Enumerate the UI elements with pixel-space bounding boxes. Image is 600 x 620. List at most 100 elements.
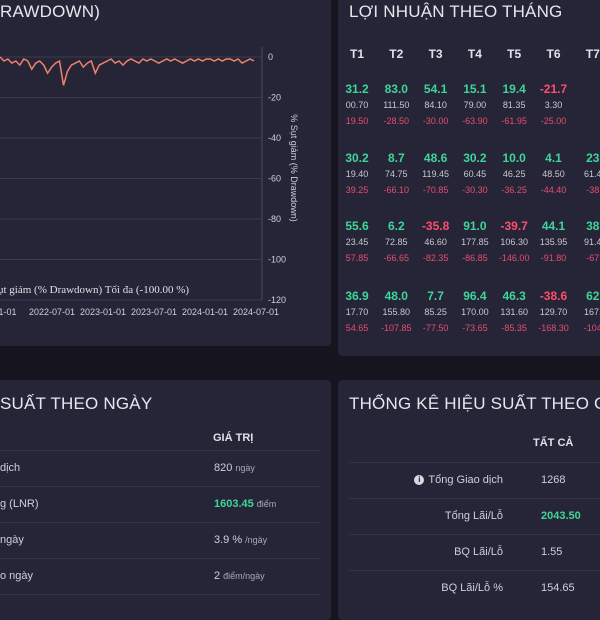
- month-loss-value: -168.30: [538, 323, 569, 333]
- stats-row-value: 2043.50: [541, 510, 581, 522]
- drawdown-chart: 0 -20 -40 -60 -80 -100 -120 2-01-01 2022-07-01 20…: [0, 47, 299, 317]
- month-return-value: -39.7: [500, 219, 528, 233]
- stats-title: THỐNG KÊ HIỆU SUẤT THEO GIA: [349, 394, 600, 413]
- month-loss-value: -104: [583, 323, 600, 333]
- daily-row-label: o ngày: [0, 570, 34, 582]
- x-tick-label: 2024-01-01: [182, 307, 228, 317]
- month-gain-value: 177.85: [461, 237, 489, 247]
- month-header: T4: [467, 47, 482, 61]
- month-loss-value: -91.80: [540, 253, 567, 263]
- month-loss-value: -30.30: [462, 185, 488, 195]
- month-loss-value: -70.85: [422, 185, 449, 195]
- month-gain-value: 00.70: [345, 100, 369, 110]
- month-loss-value: -67: [586, 253, 600, 263]
- month-loss-value: -25.00: [540, 116, 567, 126]
- daily-value-number: 820: [214, 462, 233, 474]
- info-icon[interactable]: i: [414, 475, 425, 485]
- month-return-value: -35.8: [421, 219, 450, 233]
- month-loss-value: -63.90: [462, 116, 488, 126]
- month-return-value: 83.0: [384, 82, 408, 96]
- month-gain-value: 155.80: [382, 307, 411, 317]
- month-header: T7: [585, 47, 600, 61]
- month-gain-value: 84.10: [424, 100, 447, 110]
- y-tick-label: -120: [268, 295, 286, 305]
- stats-row-label: BQ Lãi/Lỗ %: [441, 582, 503, 594]
- month-gain-value: 74.75: [385, 169, 408, 179]
- month-return-value: 19.4: [502, 82, 526, 96]
- daily-row-label: ngày: [0, 534, 24, 546]
- row-divider: [0, 486, 321, 487]
- y-tick-label: -80: [268, 214, 281, 224]
- month-gain-value: 46.25: [502, 169, 526, 179]
- daily-value-number: 2: [214, 570, 221, 582]
- drawdown-title: RAWDOWN): [0, 2, 101, 21]
- stats-row-value: 1.55: [541, 546, 563, 558]
- month-return-value: 54.1: [423, 82, 448, 96]
- month-return-value: 62: [586, 289, 600, 303]
- month-gain-value: 131.60: [500, 307, 528, 317]
- y-tick-label: -40: [268, 133, 281, 143]
- stats-row-label-text: BQ Lãi/Lỗ: [454, 546, 503, 558]
- month-header: T2: [389, 47, 404, 61]
- month-gain-value: 60.45: [463, 169, 487, 179]
- stats-row-label-text: Tổng Giao dịch: [428, 474, 503, 486]
- month-loss-value: -66.65: [383, 253, 410, 263]
- month-loss-value: -36.25: [501, 185, 527, 195]
- month-return-value: 44.1: [541, 219, 566, 233]
- month-loss-value: -61.95: [501, 116, 527, 126]
- daily-row-value: 820 ngày: [214, 462, 255, 474]
- y-tick-label: -60: [268, 174, 281, 184]
- month-return-value: 30.2: [345, 151, 369, 165]
- month-return-value: 46.3: [502, 289, 526, 303]
- row-divider: [0, 558, 321, 559]
- month-loss-value: -107.85: [381, 323, 412, 333]
- month-return-value: 36.9: [345, 289, 369, 303]
- month-loss-value: -66.10: [383, 185, 410, 195]
- daily-row-label: g (LNR): [0, 498, 39, 510]
- month-gain-value: 17.70: [345, 307, 369, 317]
- stats-all-header: TẤT CẢ: [533, 437, 574, 449]
- month-gain-value: 170.00: [461, 307, 489, 317]
- daily-value-number: 3.9 %: [214, 534, 243, 546]
- month-gain-value: 111.50: [383, 100, 410, 110]
- month-gain-value: 72.85: [385, 237, 408, 247]
- month-return-value: 10.0: [502, 151, 526, 165]
- month-gain-value: 119.45: [422, 169, 450, 179]
- month-loss-value: -44.40: [540, 185, 567, 195]
- stats-row-label-text: Tổng Lãi/Lỗ: [444, 510, 503, 522]
- daily-value-header: GIÁ TRỊ: [213, 432, 254, 444]
- month-return-value: 30.2: [463, 151, 487, 165]
- daily-value-unit: điểm/ngày: [223, 571, 265, 581]
- month-gain-value: 48.50: [542, 169, 565, 179]
- month-return-value: 91.0: [463, 219, 487, 233]
- daily-row-label: dịch: [0, 462, 21, 474]
- month-return-value: -38.6: [539, 289, 568, 303]
- daily-performance-panel: SUẤT THEO NGÀY GIÁ TRỊ dịch 820 ngày g (LNR…: [0, 380, 331, 620]
- daily-value-unit: điểm: [256, 499, 277, 509]
- month-return-value: 31.2: [345, 82, 369, 96]
- daily-value-number: 1603.45: [214, 498, 254, 510]
- month-header: T3: [428, 47, 443, 61]
- month-loss-value: 57.85: [345, 253, 369, 263]
- y-tick-label: -20: [268, 93, 281, 103]
- month-loss-value: -85.35: [501, 323, 527, 333]
- row-divider: [349, 462, 600, 463]
- month-loss-value: 39.25: [345, 185, 369, 195]
- month-return-value: 96.4: [463, 289, 487, 303]
- daily-title: SUẤT THEO NGÀY: [0, 394, 153, 413]
- row-divider: [349, 498, 600, 499]
- month-gain-value: 23.45: [345, 237, 369, 247]
- x-tick-label: 2022-07-01: [29, 307, 75, 317]
- month-return-value: 55.6: [345, 219, 369, 233]
- x-tick-label: 2023-01-01: [80, 307, 126, 317]
- month-loss-value: -146.00: [498, 253, 530, 263]
- row-divider: [349, 534, 600, 535]
- monthly-title: LỢI NHUẬN THEO THÁNG: [349, 2, 563, 21]
- month-loss-value: 54.65: [345, 323, 369, 333]
- month-loss-value: -28.50: [383, 116, 410, 126]
- month-gain-value: 167.: [584, 307, 600, 317]
- month-loss-value: 19.50: [345, 116, 369, 126]
- month-return-value: 15.1: [463, 82, 487, 96]
- month-gain-value: 91.4: [584, 237, 600, 247]
- month-header: T6: [546, 47, 561, 61]
